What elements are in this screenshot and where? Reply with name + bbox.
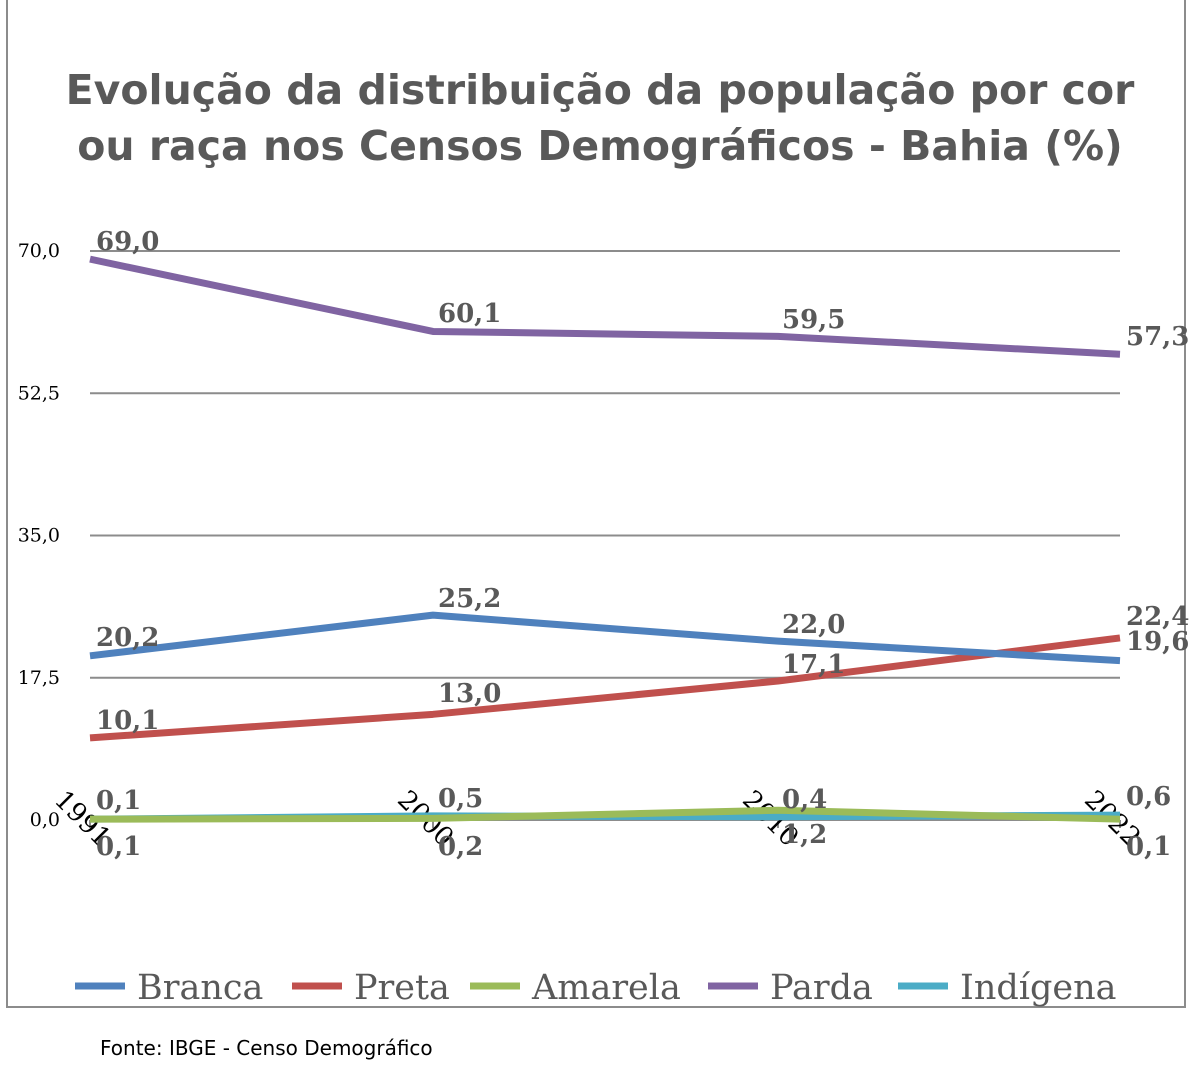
series-line-preta <box>89 634 1121 742</box>
data-label: 59,5 <box>782 305 845 335</box>
legend-label: Preta <box>354 968 450 1008</box>
data-label: 57,3 <box>1126 322 1189 352</box>
data-label: 25,2 <box>438 584 501 614</box>
y-tick-label: 0,0 <box>30 809 60 831</box>
data-label: 0,1 <box>96 832 141 862</box>
y-tick-label: 70,0 <box>18 240 60 262</box>
data-label: 0,4 <box>782 785 827 815</box>
chart-title: Evolução da distribuição da população po… <box>65 66 1135 170</box>
data-label: 0,5 <box>438 784 483 814</box>
chart-frame <box>6 0 1186 1008</box>
data-label: 0,6 <box>1126 782 1171 812</box>
y-tick-label: 17,5 <box>18 667 60 689</box>
series-line-branca <box>89 611 1121 665</box>
data-label: 69,0 <box>96 227 159 257</box>
data-label: 20,2 <box>96 623 159 653</box>
data-label: 0,2 <box>438 832 483 862</box>
data-label: 0,1 <box>96 786 141 816</box>
legend: Branca Preta Amarela Parda Indígena <box>75 968 1117 1008</box>
data-labels: 20,2 25,2 22,0 19,6 10,1 13,0 17,1 22,4 0,1 0,2 1,… <box>96 227 1189 862</box>
legend-label: Branca <box>137 968 263 1008</box>
legend-label: Amarela <box>531 968 681 1008</box>
data-label: 22,0 <box>782 610 845 640</box>
series-line-parda <box>89 255 1121 358</box>
data-label: 17,1 <box>782 650 845 680</box>
data-label: 10,1 <box>96 706 159 736</box>
data-label: 0,1 <box>1126 832 1171 862</box>
y-axis-ticks: 0,0 17,5 35,0 52,5 70,0 <box>18 240 60 831</box>
data-label: 1,2 <box>782 820 827 850</box>
legend-label: Parda <box>770 968 873 1008</box>
y-tick-label: 52,5 <box>18 382 60 404</box>
data-label: 13,0 <box>438 679 501 709</box>
data-label: 60,1 <box>438 299 501 329</box>
series-line-amarela <box>89 806 1121 823</box>
data-label: 22,4 <box>1126 602 1189 632</box>
legend-label: Indígena <box>960 968 1117 1008</box>
series-lines <box>89 255 1121 823</box>
y-tick-label: 35,0 <box>18 525 60 547</box>
source-note: Fonte: IBGE - Censo Demográfico <box>100 1036 433 1060</box>
gridlines <box>89 250 1121 828</box>
data-label: 19,6 <box>1126 627 1189 657</box>
